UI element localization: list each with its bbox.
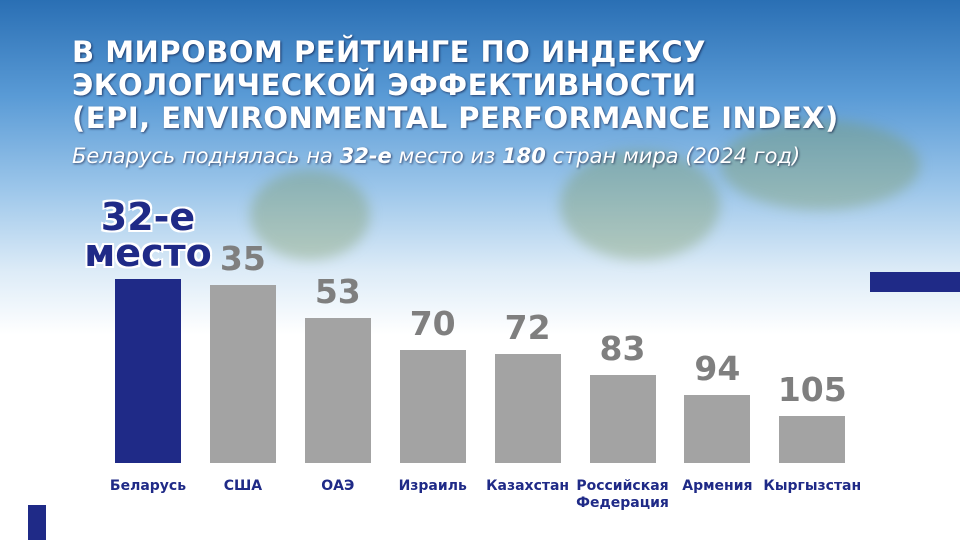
value-label: 70 [409,304,456,344]
chart-title: В МИРОВОМ РЕЙТИНГЕ ПО ИНДЕКСУ ЭКОЛОГИЧЕС… [72,35,839,135]
value-label: 53 [314,272,361,312]
x-tick-label: Израиль [398,478,467,494]
x-tick-label: Кыргызстан [763,478,862,494]
bar [115,279,181,463]
bar [399,350,466,463]
bar [684,395,751,463]
chart-subtitle: Беларусь поднялась на 32-е место из 180 … [72,144,800,168]
x-tick-label: Армения [682,478,753,494]
value-label: 72 [504,308,551,348]
bar [209,284,276,463]
value-label: 32-е место [84,195,212,276]
x-tick-label: Казахстан [486,478,570,494]
map-land [250,170,370,260]
x-tick-label: США [223,478,263,494]
value-label: 94 [694,349,741,389]
map-land [560,150,720,260]
subtitle-emphasis: 32-е [339,144,392,168]
bar [779,416,846,463]
value-label: 35 [219,238,266,278]
x-tick-label: Российская Федерация [576,478,669,511]
subtitle-emphasis: 180 [502,144,546,168]
value-label: 105 [777,370,847,410]
subtitle-text: стран мира (2024 год) [545,144,801,168]
decor-stripe [28,505,46,540]
subtitle-text: место из [391,144,503,168]
bar [304,318,371,463]
x-tick-label: ОАЭ [321,478,355,494]
map-land [720,120,920,210]
bar [589,374,656,463]
decor-stripe [870,272,960,292]
bar [494,354,561,463]
value-label: 83 [599,328,646,368]
x-tick-label: Беларусь [109,478,187,494]
subtitle-text: Беларусь поднялась на [72,144,340,168]
